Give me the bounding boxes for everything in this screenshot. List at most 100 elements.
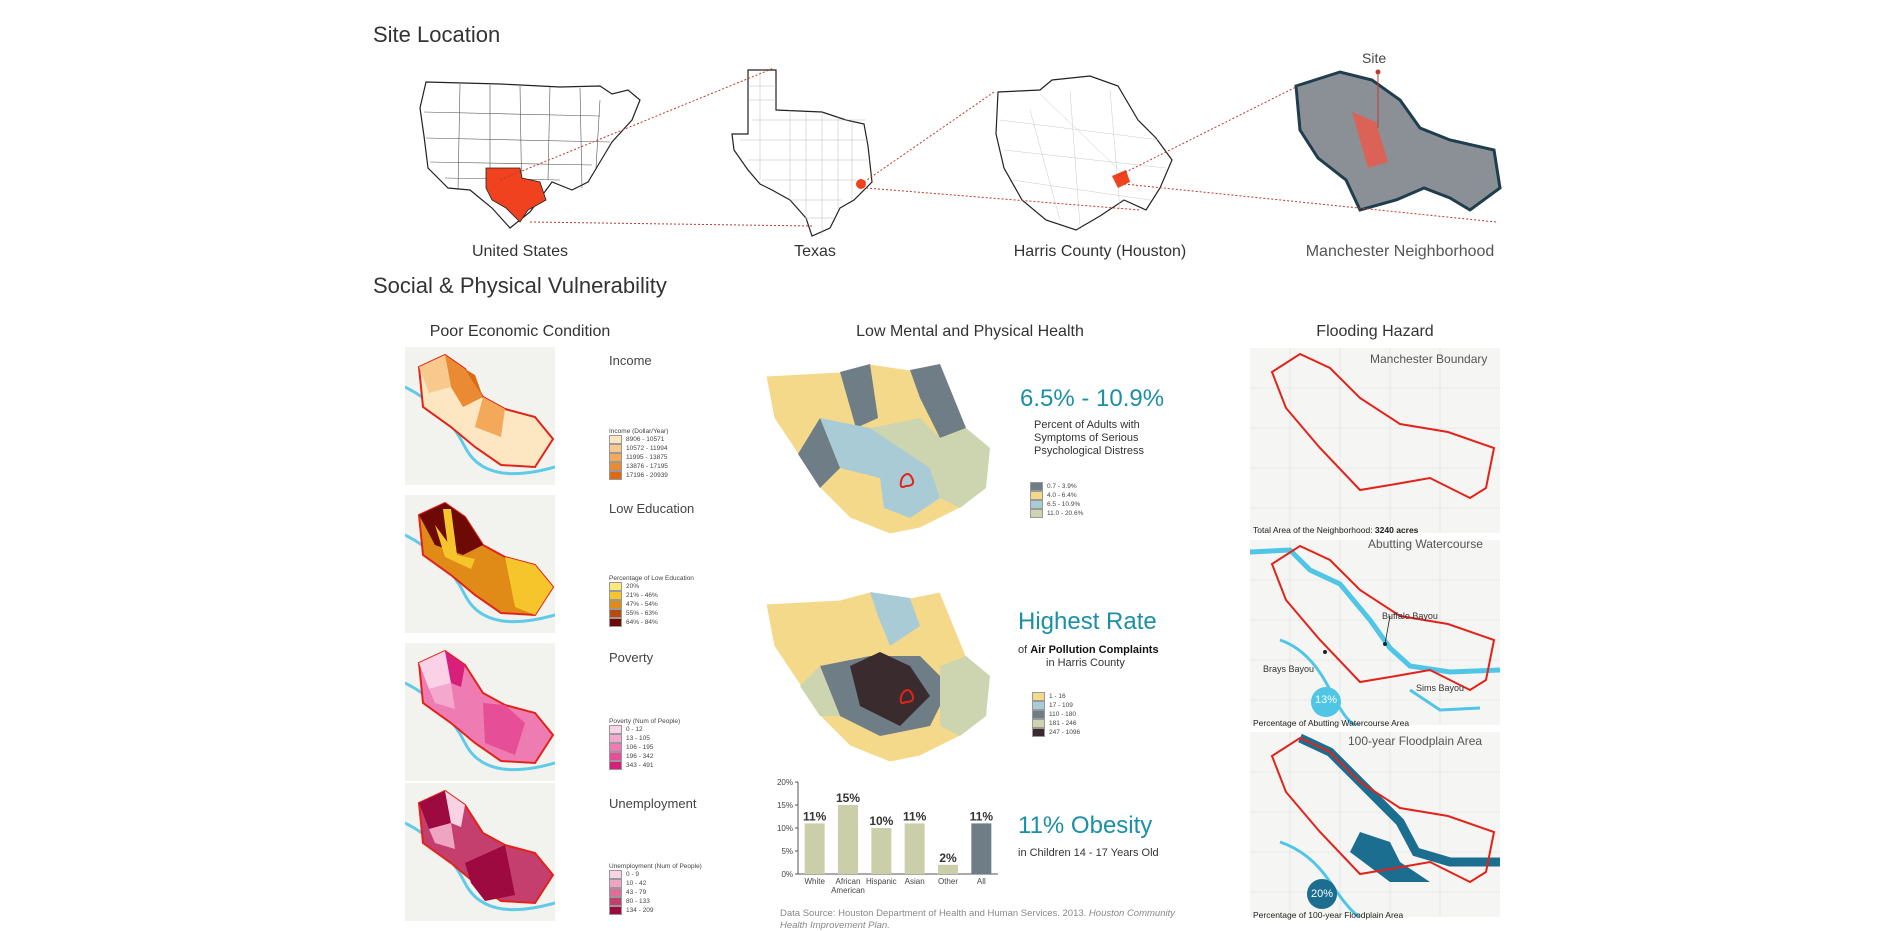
site-location-heading: Site Location <box>373 22 501 47</box>
manchester-aerial <box>1294 70 1502 212</box>
poverty-legend: Poverty (Num of People) 0 - 12 13 - 105 … <box>609 718 680 770</box>
abutting-watercourse-map <box>1250 540 1500 725</box>
data-source: Data Source: Houston Department of Healt… <box>780 908 1175 919</box>
legend-item: 343 - 491 <box>609 761 680 770</box>
pollution-legend: 1 - 16 17 - 109 110 - 180 181 - 246 247 … <box>1032 692 1080 737</box>
legend-item: 106 - 195 <box>609 743 680 752</box>
site-location-maps <box>419 67 1502 237</box>
legend-item: 196 - 342 <box>609 752 680 761</box>
low-education-map <box>405 495 555 633</box>
poverty-title: Poverty <box>609 650 654 665</box>
bar-data-label: 15% <box>836 791 860 805</box>
bar-data-label: 11% <box>970 809 994 823</box>
bar-other <box>938 864 958 874</box>
x-tick-label: All <box>977 877 986 886</box>
harris-highlight <box>856 179 866 189</box>
y-tick-label: 20% <box>777 778 793 787</box>
distress-big: 6.5% - 10.9% <box>1020 385 1165 412</box>
legend-label: 55% - 63% <box>626 610 658 618</box>
legend-label: 181 - 246 <box>1049 720 1077 728</box>
legend-item: 110 - 180 <box>1032 710 1080 719</box>
legend-label: 8906 - 10571 <box>626 436 665 444</box>
legend-item: 8906 - 10571 <box>609 435 668 444</box>
bar-data-label: 10% <box>869 814 893 828</box>
income-map <box>405 347 555 485</box>
legend-item: 13 - 105 <box>609 734 680 743</box>
legend-label: 0 - 9 <box>626 871 640 879</box>
vulnerability-heading: Social & Physical Vulnerability <box>373 273 667 298</box>
abutting-watercourse-title: Abutting Watercourse <box>1368 537 1483 551</box>
bar-african-american <box>838 805 858 874</box>
pollution-description: of Air Pollution Complaints in Harris Co… <box>1018 644 1159 670</box>
distress-description: Percent of Adults with Symptoms of Serio… <box>1034 419 1144 458</box>
pollution-line-2: in Harris County <box>1046 657 1125 669</box>
y-tick-label: 5% <box>781 847 793 856</box>
legend-item: 10572 - 11994 <box>609 444 668 453</box>
abutting-pct: 13% <box>1314 694 1338 706</box>
legend-label: 80 - 133 <box>626 898 650 906</box>
income-legend: Income (Dollar/Year) 8906 - 10571 10572 … <box>609 428 668 480</box>
legend-item: 55% - 63% <box>609 609 694 618</box>
abutting-note: Percentage of Abutting Watercourse Area <box>1253 718 1410 728</box>
floodplain-map <box>1250 732 1500 917</box>
legend-label: 0 - 12 <box>626 726 643 734</box>
legend-item: 4.0 - 6.4% <box>1030 491 1083 500</box>
x-tick-label: Hispanic <box>866 877 897 886</box>
unemployment-legend-title: Unemployment (Num of People) <box>609 863 702 870</box>
legend-item: 20% <box>609 582 694 591</box>
legend-item: 0 - 12 <box>609 725 680 734</box>
legend-label: 13876 - 17195 <box>626 463 668 471</box>
distress-legend: 0.7 - 3.9% 4.0 - 6.4% 6.5 - 10.9% 11.0 -… <box>1030 482 1083 518</box>
legend-item: 11.0 - 20.6% <box>1030 509 1083 518</box>
legend-label: 11.0 - 20.6% <box>1047 510 1084 518</box>
distress-map <box>765 363 991 535</box>
site-marker-label: Site <box>1362 50 1387 66</box>
legend-label: 110 - 180 <box>1049 711 1076 719</box>
legend-label: 6.5 - 10.9% <box>1047 501 1081 509</box>
legend-label: 10 - 42 <box>626 880 647 888</box>
harris-county-map <box>995 75 1173 231</box>
x-tick-label: Asian <box>905 877 925 886</box>
legend-item: 10 - 42 <box>609 879 702 888</box>
caption-texas: Texas <box>794 243 836 260</box>
legend-item: 181 - 246 <box>1032 719 1080 728</box>
legend-label: 4.0 - 6.4% <box>1047 492 1077 500</box>
sims-bayou-label: Sims Bayou <box>1416 683 1465 693</box>
health-title: Low Mental and Physical Health <box>856 323 1084 340</box>
bar-asian <box>904 823 925 874</box>
distress-line-1: Percent of Adults with <box>1034 419 1140 431</box>
poverty-map <box>405 643 555 781</box>
legend-label: 196 - 342 <box>626 753 654 761</box>
income-title: Income <box>609 353 652 368</box>
legend-label: 64% - 84% <box>626 619 658 627</box>
legend-item: 47% - 54% <box>609 600 694 609</box>
legend-item: 247 - 1096 <box>1032 728 1080 737</box>
distress-line-3: Psychological Distress <box>1034 445 1145 457</box>
boundary-note: Total Area of the Neighborhood: 3240 acr… <box>1253 525 1419 535</box>
manchester-highlight <box>1112 170 1130 188</box>
y-tick-label: 10% <box>777 824 793 833</box>
legend-label: 20% <box>626 583 640 591</box>
econ-title: Poor Economic Condition <box>429 323 611 340</box>
legend-item: 1 - 16 <box>1032 692 1080 701</box>
caption-harris-county: Harris County (Houston) <box>1013 243 1187 260</box>
bar-data-label: 11% <box>903 809 927 823</box>
legend-label: 13 - 105 <box>626 735 650 743</box>
obesity-big: 11% Obesity <box>1018 812 1153 839</box>
income-legend-title: Income (Dollar/Year) <box>609 428 669 435</box>
y-tick-label: 15% <box>777 801 793 810</box>
manchester-boundary-title: Manchester Boundary <box>1370 352 1488 366</box>
legend-item: 17 - 109 <box>1032 701 1080 710</box>
unemployment-legend: Unemployment (Num of People) 0 - 9 10 - … <box>609 863 702 915</box>
texas-highlight <box>485 167 547 223</box>
legend-label: 106 - 195 <box>626 744 654 752</box>
bar-all <box>971 823 992 874</box>
legend-item: 43 - 79 <box>609 888 702 897</box>
texas-map <box>731 69 873 237</box>
pollution-line-1: of Air Pollution Complaints <box>1018 644 1159 656</box>
flood-title: Flooding Hazard <box>1316 323 1434 340</box>
connector-lines <box>499 67 1497 227</box>
us-map <box>419 81 641 229</box>
x-tick-label: American <box>831 886 865 895</box>
